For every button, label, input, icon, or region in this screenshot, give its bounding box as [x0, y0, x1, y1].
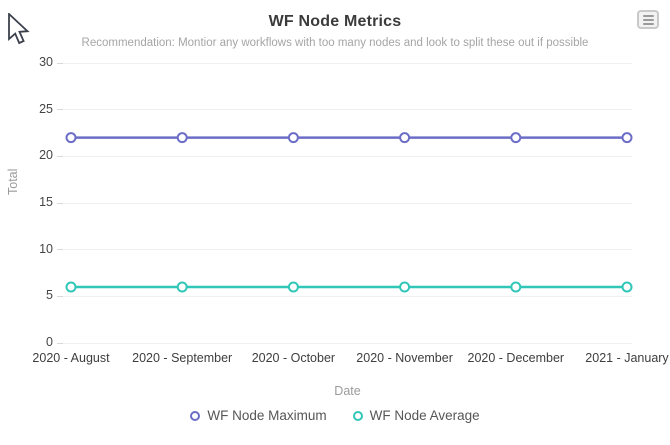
chart-title: WF Node Metrics [268, 13, 402, 30]
plot-area: 0 5 10 15 20 25 30 2020 - August 2020 - Septembe… [32, 55, 668, 365]
y-tick-label: 20 [39, 148, 53, 163]
y-tick-label: 30 [39, 55, 53, 69]
gridline [63, 249, 632, 251]
y-tick-mark [57, 62, 63, 64]
x-tick-label: 2020 - August [32, 351, 110, 365]
data-point[interactable] [399, 281, 411, 293]
x-axis-title: Date [334, 384, 361, 398]
legend-item[interactable]: WF Node Average [352, 408, 480, 423]
y-axis-title: Total [6, 168, 20, 195]
data-point[interactable] [287, 132, 299, 144]
y-tick-label: 25 [39, 101, 53, 116]
y-tick-mark [57, 155, 63, 157]
legend-label: WF Node Average [369, 408, 480, 423]
data-point[interactable] [65, 132, 77, 144]
series-layer [65, 132, 633, 293]
gridline [63, 155, 632, 157]
x-tick-label: 2020 - December [467, 351, 565, 365]
data-point[interactable] [621, 132, 633, 144]
y-tick-mark [57, 342, 63, 344]
legend-ring-icon [190, 410, 201, 421]
x-tick-label: 2021 - January [585, 351, 669, 365]
data-point[interactable] [510, 132, 522, 144]
legend-item[interactable]: WF Node Maximum [190, 408, 327, 423]
hamburger-bar [642, 22, 654, 25]
gridline [63, 342, 632, 344]
chart-legend: WF Node Maximum WF Node Average [0, 408, 670, 423]
data-point[interactable] [399, 132, 411, 144]
hamburger-bar [642, 14, 654, 17]
y-tick-label: 5 [46, 288, 53, 303]
data-point[interactable] [176, 132, 188, 144]
x-tick-label: 2020 - October [251, 351, 336, 365]
y-tick-mark [57, 295, 63, 297]
gridline [63, 109, 632, 111]
legend-ring-icon [352, 410, 363, 421]
data-point[interactable] [510, 281, 522, 293]
y-tick-label: 0 [46, 335, 53, 349]
chart-subtitle: Recommendation: Montior any workflows wi… [81, 37, 589, 49]
y-tick-mark [57, 249, 63, 251]
data-point[interactable] [176, 281, 188, 293]
legend-label: WF Node Maximum [207, 408, 327, 423]
gridline [63, 62, 632, 64]
y-tick-mark [57, 109, 63, 111]
y-tick-label: 10 [39, 241, 53, 256]
y-tick-mark [57, 202, 63, 204]
gridline [63, 295, 632, 297]
hamburger-bar [642, 18, 654, 21]
x-tick-label: 2020 - September [132, 351, 233, 365]
hamburger-menu-icon[interactable] [637, 10, 659, 29]
data-point[interactable] [621, 281, 633, 293]
x-tick-label: 2020 - November [356, 351, 453, 365]
gridline [63, 202, 632, 204]
y-tick-label: 15 [39, 195, 53, 209]
data-point[interactable] [65, 281, 77, 293]
data-point[interactable] [287, 281, 299, 293]
